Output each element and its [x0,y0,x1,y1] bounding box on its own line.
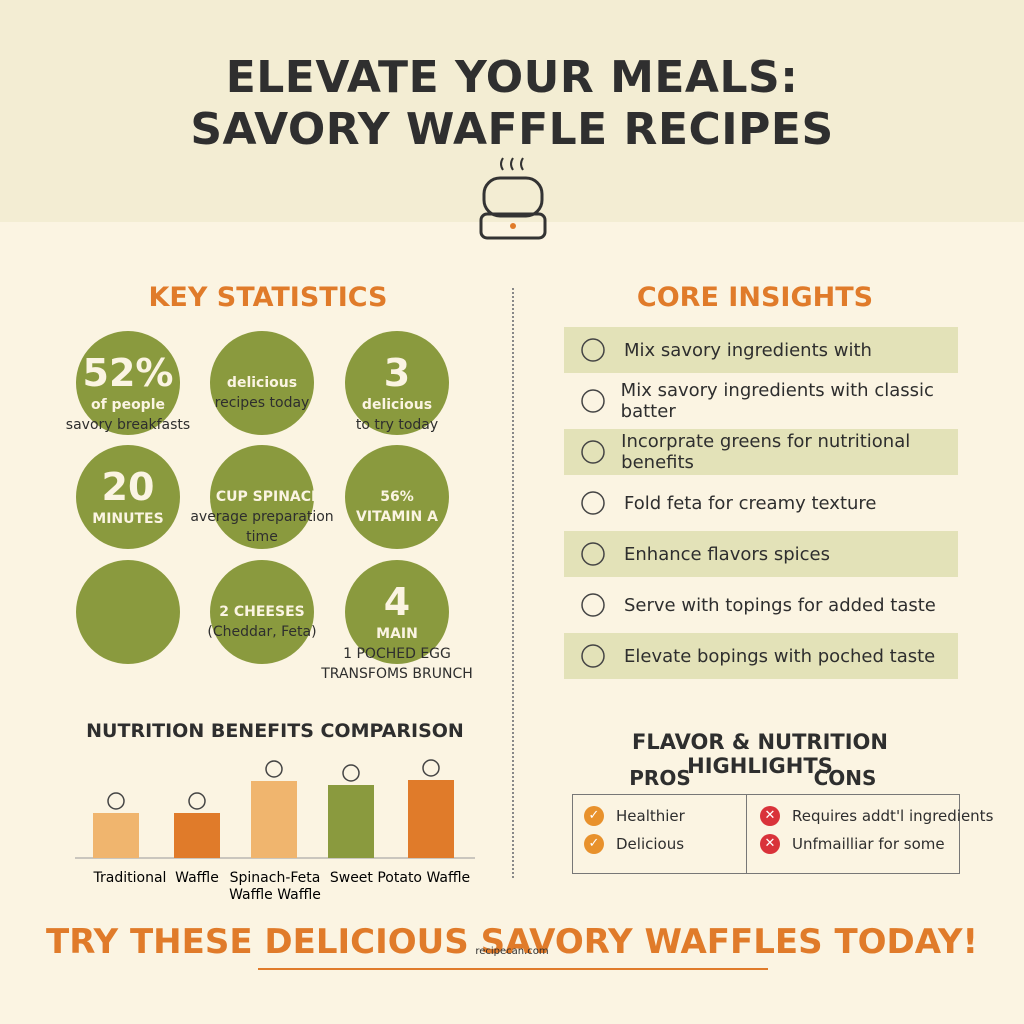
stat: 52% of people savory breakfasts [43,351,213,435]
bar-icon [342,764,360,782]
header-band [0,0,1024,222]
stat-circle [345,445,449,549]
insight-row: Fold feta for creamy texture [564,480,958,526]
pros-item: Delicious [616,835,685,853]
stat: 2 CHEESES (Cheddar, Feta) [177,602,347,642]
stat-line: 1 CUP SPINACH [201,489,323,505]
bar-icon [188,792,206,810]
stat-circle [76,445,180,549]
stat-circle [210,560,314,664]
insight-icon [581,644,605,668]
insight-icon [581,491,605,515]
bar [328,785,374,858]
stat-line: 2 CHEESES [219,604,305,620]
insight-text: Elevate bopings with poched taste [624,645,936,667]
insight-row: Enhance flavors spices [564,531,958,577]
stat-line: delicious [226,375,298,391]
stat-line: MINUTES [92,511,164,527]
stat-line: (Cheddar, Feta) [207,624,317,640]
cons-item: Unfmailliar for some [792,835,945,853]
bar [408,780,454,858]
insight-text: Mix savory ingredients with [624,339,872,361]
x-tick-label: Sweet Potato Waffle [330,870,470,886]
stat: delicious recipes today [177,373,347,413]
title-line: SAVORY WAFFLE RECIPES [190,104,834,155]
stat-circle [76,560,180,664]
stat: 1 CUP SPINACH average preparation time [177,487,347,547]
stat-line: of people [90,397,166,413]
stat-circle [210,445,314,549]
pros-heading: PROS [629,766,691,790]
bar-icon [265,760,283,778]
cta: TRY THESE DELICIOUS SAVORY WAFFLES TODAY… [46,922,978,962]
waffle-maker-icon [479,157,547,240]
stat-line: 56% [380,489,414,505]
bar-chart: Traditional Waffle Spinach-Feta Waffle Waff… [75,759,475,903]
stat-big: 20 [101,465,155,509]
bar-icon [422,759,440,777]
chart-title: NUTRITION BENEFITS COMPARISON [86,720,464,742]
insight-row: Mix savory ingredients with [564,327,958,373]
stat: 56% VITAMIN A [312,487,482,527]
cons-heading: CONS [813,766,877,790]
pros-icon: ✓ [584,834,604,854]
stat-line: TRANSFOMS BRUNCH [321,666,473,682]
stat: 4 MAIN 1 POCHED EGG TRANSFOMS BRUNCH [312,580,482,684]
title-line: ELEVATE YOUR MEALS: [225,52,799,103]
x-tick-label: Spinach-Feta Waffle Waffle [229,870,321,903]
insight-icon [581,542,605,566]
insight-text: Mix savory ingredients with classic batt… [620,380,934,422]
insight-row: Elevate bopings with poched taste [564,633,958,679]
insight-icon [581,440,605,464]
stat: 3 delicious to try today [312,351,482,435]
stat-line: to try today [355,417,439,433]
stat-line: 1 POCHED EGG [343,646,451,662]
insight-row: Serve with topings for added taste [564,582,958,628]
insight-text: Fold feta for creamy texture [624,492,877,514]
insight-icon [581,338,605,362]
stat-line: savory breakfasts [65,417,191,433]
site: recipecan.com [475,946,549,957]
bar [251,781,297,858]
pros-item: Healthier [616,807,685,825]
section-heading: KEY STATISTICS [148,282,388,313]
insight-text: Serve with topings for added taste [624,594,936,616]
stat-circle [210,331,314,435]
pros-cons-table [572,794,960,874]
stat-circle [345,560,449,664]
divider [512,288,514,878]
cons-icon: ✕ [760,834,780,854]
insight-icon [581,593,605,617]
x-tick-label: Waffle [175,870,219,886]
stat-circle [76,331,180,435]
stat: 20 MINUTES [43,465,213,529]
stat-big: 3 [383,351,411,395]
insight-icon [581,389,605,413]
cta-underline [258,968,768,970]
insight-row: Incorprate greens for nutritional benefi… [564,429,958,475]
stat-line: VITAMIN A [356,509,438,525]
insight-text: Enhance flavors spices [624,543,831,565]
stat-line: average preparation time [190,509,334,545]
stat-line: delicious [361,397,433,413]
section-heading: CORE INSIGHTS [636,282,874,313]
cons-icon: ✕ [760,806,780,826]
stat-circle [345,331,449,435]
x-tick-label: Traditional [93,870,167,886]
bar [93,813,139,858]
insight-row: Mix savory ingredients with classic batt… [564,378,958,424]
bar-icon [107,792,125,810]
pros-icon: ✓ [584,806,604,826]
stat-big: 52% [82,351,174,395]
stat-big: 4 [383,580,411,624]
bar [174,813,220,858]
cons-item: Requires addt'l ingredients [792,807,994,825]
table-divider [746,794,747,874]
highlights-title: FLAVOR & NUTRITION HIGHLIGHTS [632,730,888,778]
stat-line: MAIN [376,626,418,642]
stat-line: recipes today [214,395,310,411]
insight-text: Incorprate greens for nutritional benefi… [621,431,911,473]
